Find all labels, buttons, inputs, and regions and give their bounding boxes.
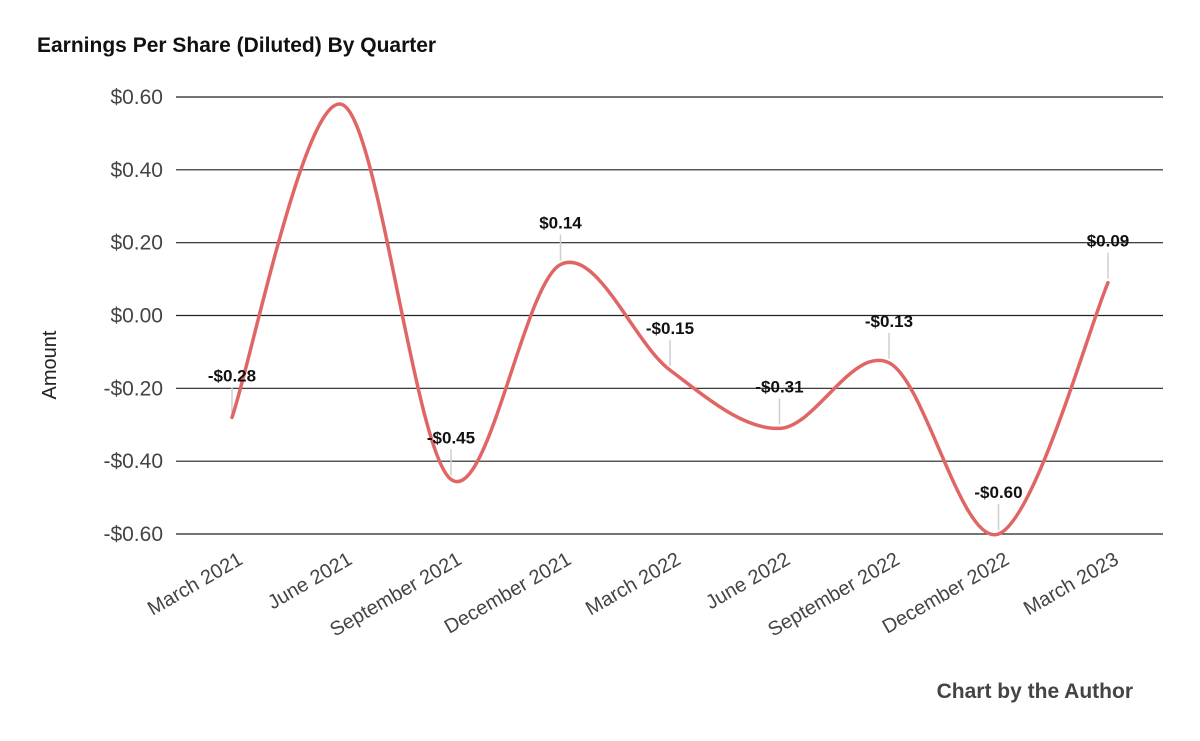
data-label: -$0.28 [208, 366, 256, 385]
y-axis-label: Amount [39, 330, 61, 399]
series-line [230, 102, 1110, 537]
y-tick-label: $0.60 [110, 86, 163, 109]
y-tick-label: -$0.60 [103, 523, 163, 546]
x-tick-label: June 2022 [702, 548, 794, 614]
data-label: -$0.15 [646, 319, 694, 338]
x-tick-label: March 2022 [582, 548, 684, 620]
data-label: -$0.60 [974, 483, 1022, 502]
y-tick-label: $0.00 [110, 305, 163, 328]
x-tick-label: March 2021 [144, 548, 246, 620]
y-axis-ticks: $0.60 $0.40 $0.20 $0.00 -$0.20 -$0.40 -$0.60 [103, 86, 163, 546]
data-label: $0.14 [539, 214, 582, 233]
data-label: $0.09 [1087, 232, 1130, 251]
data-labels: -$0.28 -$0.45 $0.14 -$0.15 -$0.31 -$0.13 -$0.6… [208, 214, 1129, 502]
data-label-leaders [231, 234, 1109, 530]
data-label: -$0.31 [755, 377, 803, 396]
x-tick-label: June 2021 [264, 548, 356, 614]
y-tick-label: $0.40 [110, 159, 163, 182]
data-label: -$0.13 [865, 312, 913, 331]
chart-title: Earnings Per Share (Diluted) By Quarter [37, 34, 437, 57]
data-label: -$0.45 [427, 428, 475, 447]
x-tick-label: March 2023 [1020, 548, 1122, 620]
y-tick-label: -$0.40 [103, 450, 163, 473]
chart-credit: Chart by the Author [936, 680, 1133, 703]
gridlines [176, 96, 1163, 535]
y-tick-label: $0.20 [110, 232, 163, 255]
y-tick-label: -$0.20 [103, 377, 163, 400]
